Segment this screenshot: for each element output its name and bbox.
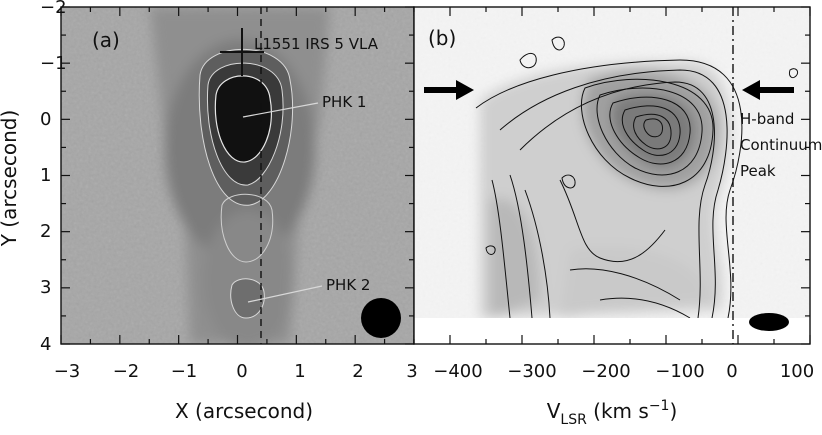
annotation-line-3: Peak: [740, 162, 776, 180]
annotation-line-2: Continuum: [740, 136, 822, 154]
y-tick-label: 3: [40, 277, 51, 298]
beam-circle: [361, 298, 401, 338]
xlabel-rest: (km s: [587, 399, 649, 423]
y-tick-label: 2: [40, 221, 51, 242]
beam-ellipse: [749, 313, 789, 331]
x-tick-label: 3: [406, 361, 417, 382]
panel-a-label: (a): [92, 28, 120, 52]
x-tick-label: −300: [507, 361, 556, 382]
x-tick-label: −2: [113, 361, 140, 382]
y-axis-label: Y (arcsecond): [0, 110, 21, 248]
x-tick-label: 1: [294, 361, 305, 382]
xlabel-end: ): [669, 399, 677, 423]
y-tick-label: −1: [40, 53, 67, 74]
x-tick-label: −400: [433, 361, 482, 382]
panel-a-image: [61, 7, 414, 344]
source-label: L1551 IRS 5 VLA: [254, 35, 379, 53]
y-tick-label: −2: [40, 0, 67, 18]
y-tick-label: 1: [40, 165, 51, 186]
contour-a-phk2: [230, 278, 265, 319]
x-tick-label: −1: [171, 361, 198, 382]
x-tick-label: −3: [54, 361, 81, 382]
x-tick-label: 0: [726, 361, 737, 382]
x-tick-label: −100: [655, 361, 704, 382]
x-axis-label-a: X (arcsecond): [175, 399, 313, 423]
contour-a-lower: [220, 193, 274, 263]
x-tick-label: −200: [581, 361, 630, 382]
x-tick-label: 100: [780, 361, 814, 382]
x-axis-label-b: VLSR (km s−1): [547, 398, 678, 428]
phk2-label: PHK 2: [326, 276, 370, 294]
panel-b: (b) H-band Continuum Peak −400 −300 −200…: [413, 6, 822, 428]
y-tick-label: 0: [40, 109, 51, 130]
xlabel-main: V: [547, 399, 561, 423]
panel-b-image: [414, 7, 810, 344]
y-tick-label: 4: [40, 334, 51, 355]
contour-a-inner: [214, 75, 272, 163]
phk2-leader: [247, 285, 323, 303]
right-arrow-icon: [742, 80, 794, 100]
x-tick-label: 2: [352, 361, 363, 382]
x-tick-label: 0: [236, 361, 247, 382]
panel-b-label: (b): [428, 26, 456, 50]
left-arrow-icon: [424, 80, 474, 100]
panel-a: (a) L1551 IRS 5 VLA PHK 1 PHK 2 −2 −1 0 …: [0, 0, 418, 423]
phk1-label: PHK 1: [322, 93, 366, 111]
panel-b-contours: [475, 36, 799, 319]
xlabel-sub: LSR: [560, 412, 587, 428]
annotation-line-1: H-band: [740, 110, 794, 128]
xlabel-sup: −1: [649, 398, 670, 414]
phk1-leader: [242, 102, 319, 118]
